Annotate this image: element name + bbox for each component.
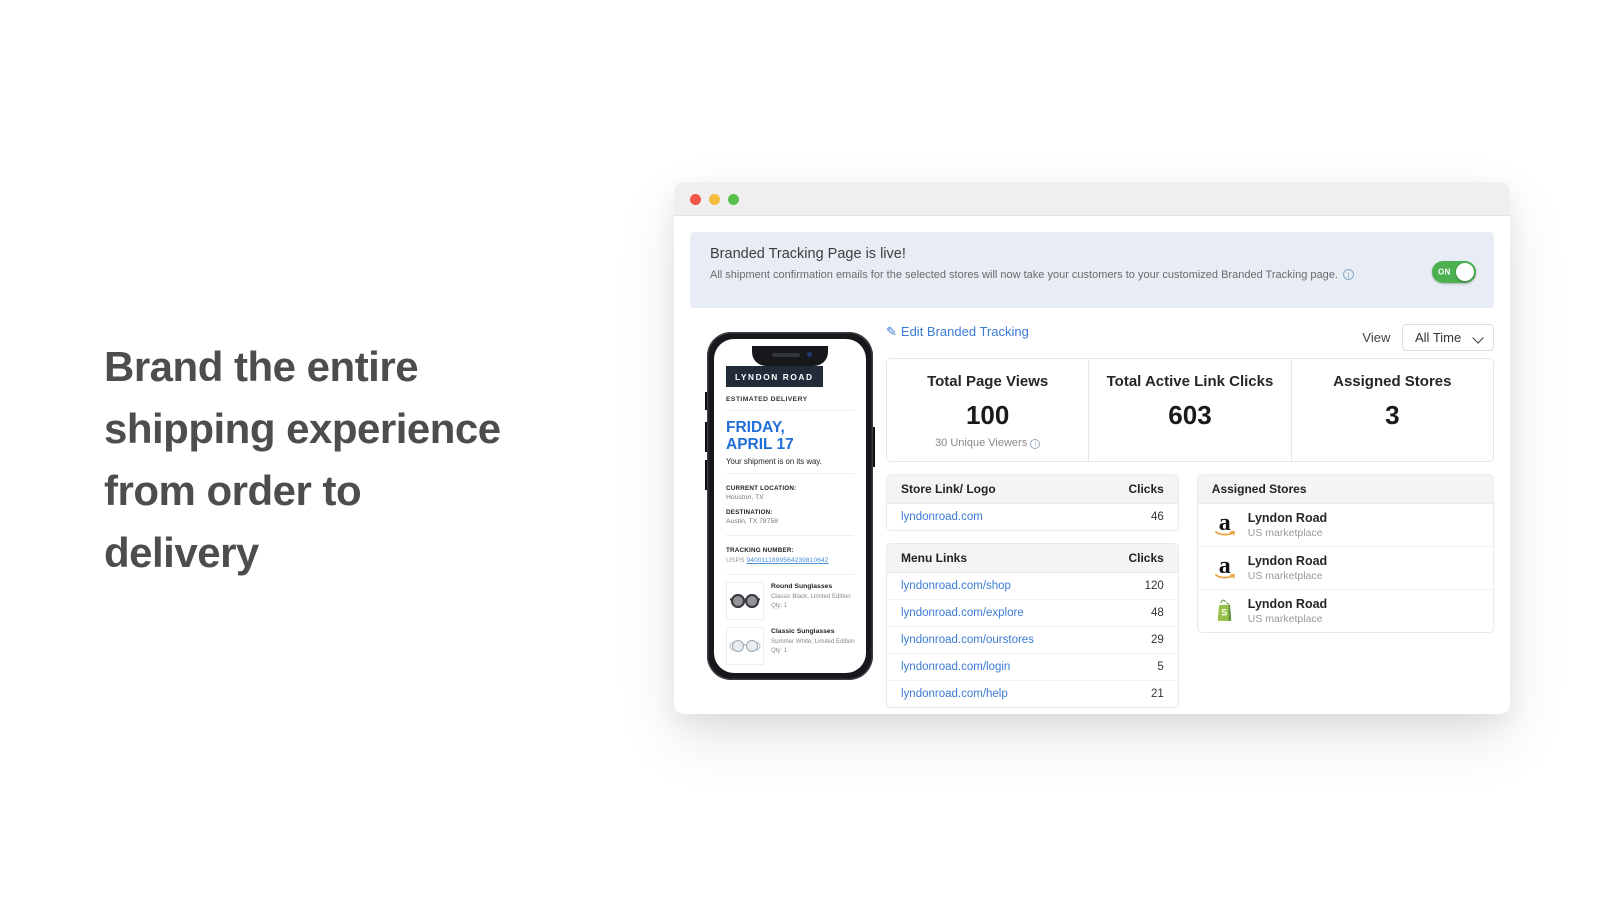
svg-text:S: S (1221, 608, 1227, 618)
